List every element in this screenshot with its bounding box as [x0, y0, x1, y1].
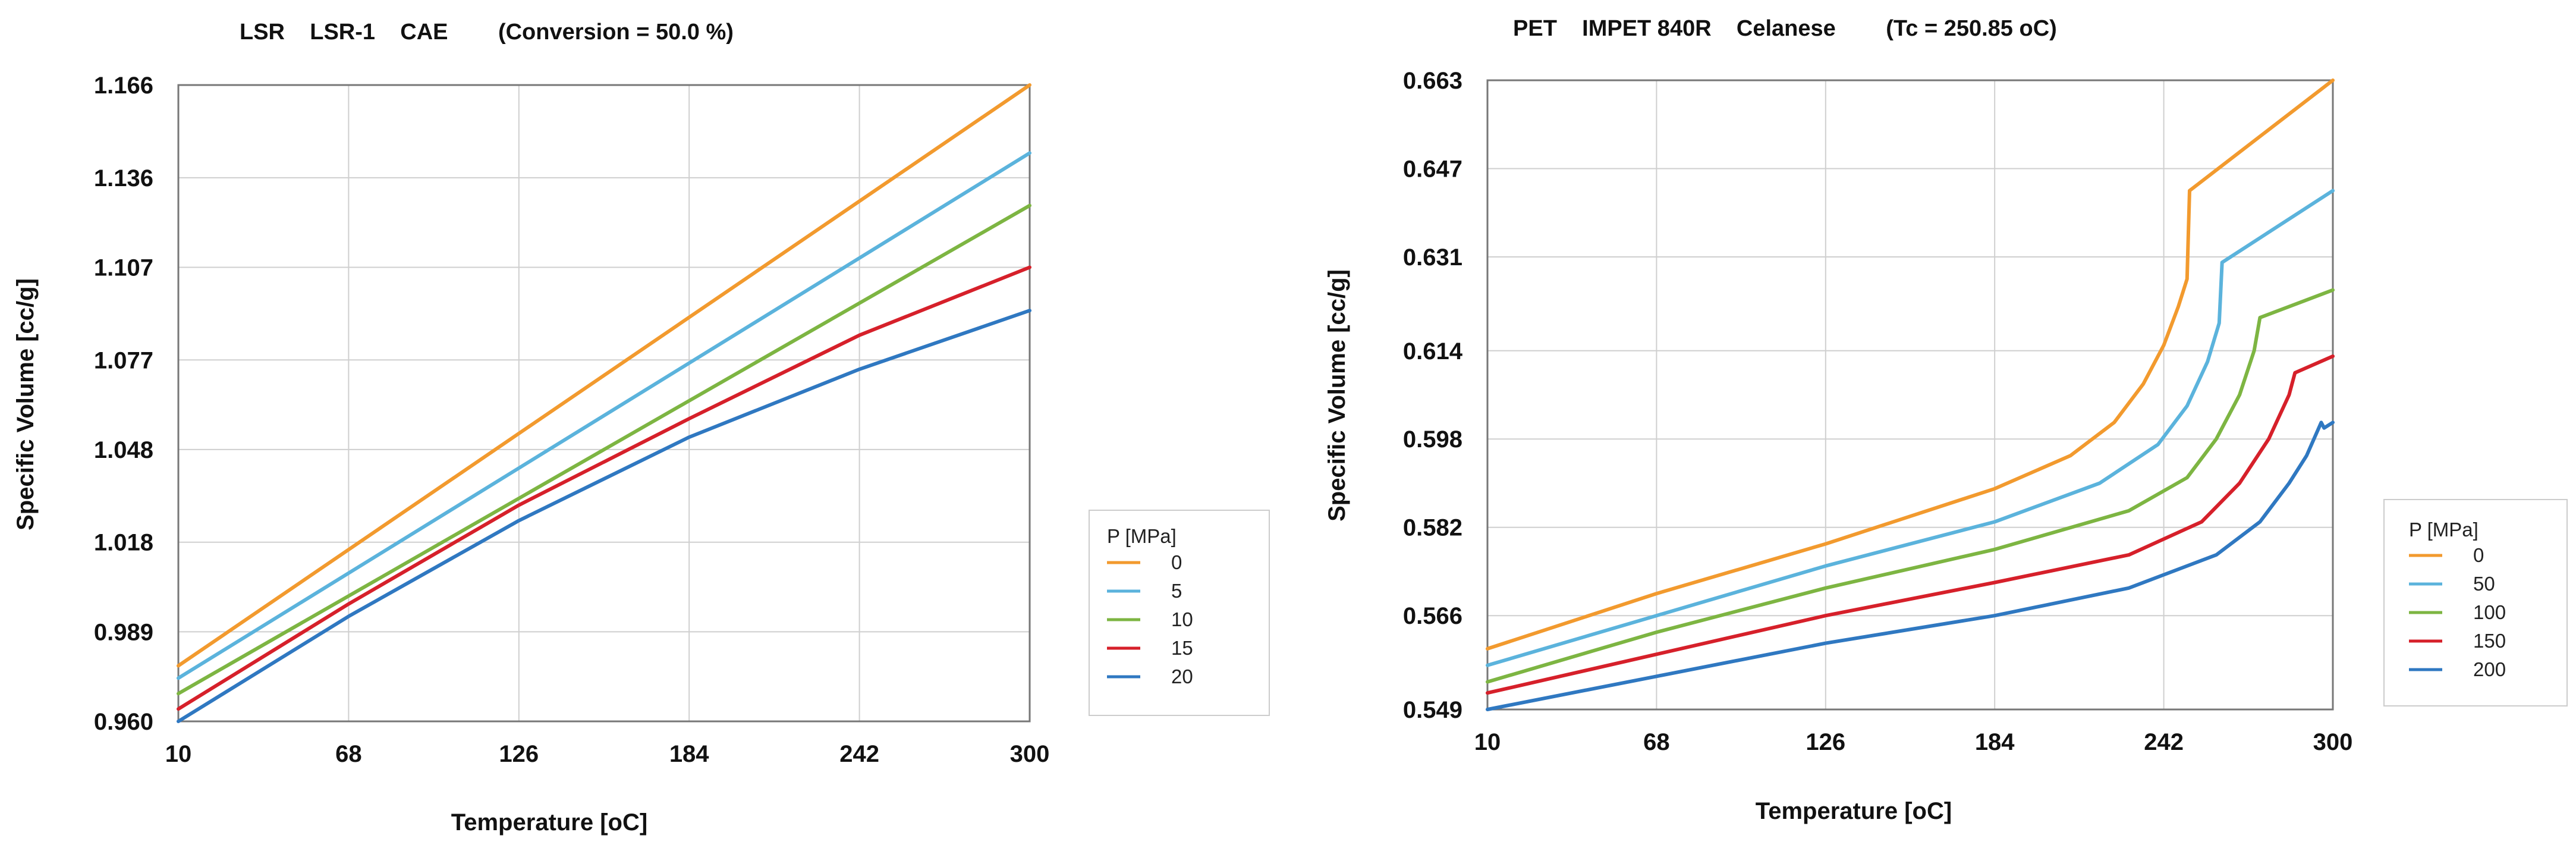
x-tick-label: 300	[1010, 741, 1050, 767]
chart-2-grid	[1487, 80, 2333, 710]
series-line-p-5	[177, 151, 1031, 680]
chart-1-legend-title: P [MPa]	[1107, 525, 1177, 547]
y-tick-label: 0.614	[1403, 338, 1463, 365]
y-tick-label: 0.631	[1403, 244, 1462, 271]
chart-1-x-axis-label: Temperature [oC]	[451, 809, 647, 836]
chart-2-x-tick-labels: 10 68 126 184 242 300	[1474, 729, 2353, 755]
x-tick-label: 10	[165, 741, 192, 767]
y-tick-label: 0.960	[94, 709, 153, 735]
x-tick-label: 10	[1474, 729, 1501, 755]
series-line-p-20	[177, 309, 1031, 723]
chart-2-legend-title: P [MPa]	[2409, 519, 2479, 541]
chart-2-plot-frame	[1486, 79, 2334, 711]
legend-label: 5	[1171, 580, 1182, 602]
chart-1-y-axis-label: Specific Volume [cc/g]	[12, 278, 39, 530]
y-tick-label: 0.598	[1403, 426, 1462, 453]
chart-1-x-tick-labels: 10 68 126 184 242 300	[165, 741, 1050, 767]
series-line-p-15	[177, 265, 1031, 711]
chart-1-legend-box	[1089, 510, 1270, 716]
x-tick-label: 68	[1643, 729, 1670, 755]
chart-2: PET IMPET 840R Celanese (Tc = 250.85 oC)…	[1324, 16, 2568, 824]
y-tick-label: 1.048	[94, 437, 153, 463]
chart-2-title: PET IMPET 840R Celanese (Tc = 250.85 oC)	[1513, 16, 2057, 41]
x-tick-label: 242	[839, 741, 879, 767]
chart-1-grid	[178, 84, 1030, 722]
chart-1-y-tick-labels: 0.960 0.989 1.018 1.048 1.077 1.107 1.136 1.166	[94, 73, 153, 735]
chart-1-series-lines	[177, 83, 1031, 723]
series-line-p-150	[1486, 354, 2335, 695]
chart-2-legend-entries: 0 50 100 150 200	[2409, 544, 2506, 680]
chart-2-x-axis-label: Temperature [oC]	[1756, 798, 1952, 824]
x-tick-label: 300	[2313, 729, 2353, 755]
x-tick-label: 184	[1975, 729, 2015, 755]
y-tick-label: 1.166	[94, 73, 153, 99]
legend-label: 50	[2473, 573, 2495, 595]
chart-1-legend-entries: 0 5 10 15 20	[1107, 551, 1193, 687]
y-tick-label: 0.549	[1403, 697, 1462, 723]
series-line-p-0	[1486, 78, 2335, 651]
chart-2-y-axis-label: Specific Volume [cc/g]	[1324, 269, 1350, 522]
y-tick-label: 0.989	[94, 619, 153, 645]
chart-2-legend-box	[2383, 499, 2568, 706]
legend-label: 150	[2473, 630, 2506, 652]
series-line-p-10	[177, 203, 1031, 696]
legend-label: 0	[2473, 544, 2484, 566]
y-tick-label: 1.136	[94, 165, 153, 191]
chart-2-legend: P [MPa] 0 50 100 150 200	[2383, 499, 2568, 706]
chart-1-title: LSR LSR-1 CAE (Conversion = 50.0 %)	[240, 20, 734, 45]
series-line-p-0	[177, 83, 1031, 668]
y-tick-label: 0.566	[1403, 603, 1462, 629]
chart-2-y-tick-labels: 0.549 0.566 0.582 0.598 0.614 0.631 0.647 0.663	[1403, 68, 1463, 723]
legend-label: 10	[1171, 608, 1193, 630]
chart-2-series-lines	[1486, 78, 2335, 711]
legend-label: 200	[2473, 658, 2506, 680]
series-line-p-100	[1486, 288, 2335, 684]
legend-label: 20	[1171, 665, 1193, 687]
y-tick-label: 1.018	[94, 530, 153, 556]
series-line-p-50	[1486, 189, 2335, 667]
y-tick-label: 0.582	[1403, 515, 1462, 541]
series-line-p-200	[1486, 420, 2335, 711]
chart-1-legend: P [MPa] 0 5 10 15 20	[1089, 510, 1270, 716]
legend-label: 15	[1171, 637, 1193, 659]
x-tick-label: 242	[2144, 729, 2184, 755]
x-tick-label: 68	[335, 741, 362, 767]
y-tick-label: 1.107	[94, 255, 153, 281]
y-tick-label: 1.077	[94, 347, 153, 373]
x-tick-label: 126	[1806, 729, 1845, 755]
chart-1-plot-frame	[177, 84, 1031, 723]
chart-1: LSR LSR-1 CAE (Conversion = 50.0 %) 0.96…	[12, 20, 1270, 836]
legend-label: 0	[1171, 551, 1182, 573]
y-tick-label: 0.663	[1403, 68, 1462, 94]
y-tick-label: 0.647	[1403, 156, 1462, 182]
x-tick-label: 184	[669, 741, 709, 767]
legend-label: 100	[2473, 601, 2506, 623]
x-tick-label: 126	[499, 741, 539, 767]
